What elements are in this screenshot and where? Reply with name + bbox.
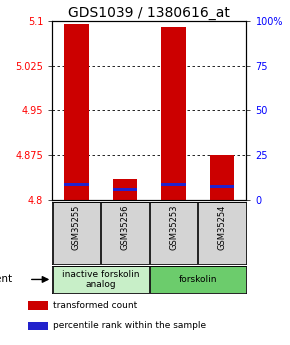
Bar xyxy=(210,185,234,188)
Text: transformed count: transformed count xyxy=(53,301,137,310)
Bar xyxy=(28,322,48,330)
Bar xyxy=(150,266,246,293)
Bar xyxy=(113,188,137,191)
Bar xyxy=(64,24,89,200)
Text: GSM35255: GSM35255 xyxy=(72,205,81,250)
Text: GSM35256: GSM35256 xyxy=(121,205,130,250)
Bar xyxy=(150,202,197,264)
Text: percentile rank within the sample: percentile rank within the sample xyxy=(53,322,206,331)
Title: GDS1039 / 1380616_at: GDS1039 / 1380616_at xyxy=(68,6,230,20)
Bar xyxy=(64,183,89,186)
Bar xyxy=(198,202,246,264)
Text: GSM35254: GSM35254 xyxy=(218,205,227,250)
Bar xyxy=(210,155,234,200)
Bar xyxy=(53,266,149,293)
Bar xyxy=(113,179,137,200)
Bar xyxy=(28,301,48,310)
Bar xyxy=(162,27,186,200)
Text: GSM35253: GSM35253 xyxy=(169,205,178,250)
Text: forskolin: forskolin xyxy=(179,275,217,284)
Bar xyxy=(53,202,100,264)
Text: inactive forskolin
analog: inactive forskolin analog xyxy=(62,270,139,289)
Text: agent: agent xyxy=(0,275,13,284)
Bar xyxy=(162,183,186,186)
Bar xyxy=(101,202,149,264)
